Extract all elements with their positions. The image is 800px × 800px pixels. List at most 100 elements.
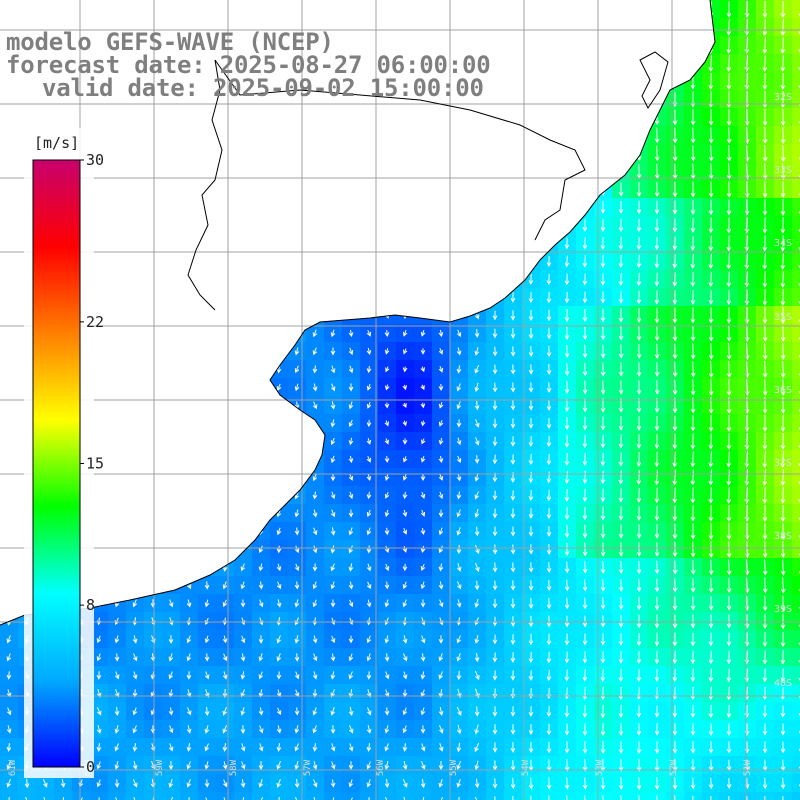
wind-arrow <box>654 560 660 575</box>
wind-arrow <box>636 451 642 468</box>
wind-arrow <box>330 347 336 356</box>
wind-arrow <box>780 504 786 523</box>
wind-arrow <box>312 473 318 482</box>
wind-arrow <box>6 671 12 680</box>
wind-arrow <box>726 163 732 180</box>
wind-arrow <box>708 614 714 629</box>
wind-arrow <box>780 199 786 216</box>
wind-arrow <box>242 797 245 800</box>
wind-arrow <box>690 741 696 754</box>
wind-arrow <box>600 524 606 539</box>
wind-arrow <box>726 650 732 665</box>
wind-arrow <box>204 581 210 590</box>
wind-arrow <box>312 329 318 338</box>
wind-arrow <box>492 508 498 519</box>
wind-arrow <box>582 524 588 539</box>
wind-arrow <box>528 508 534 519</box>
wind-arrow <box>672 596 678 611</box>
wind-arrow <box>762 415 768 433</box>
wind-arrow <box>618 291 624 304</box>
wind-arrow <box>654 181 660 198</box>
wind-arrow <box>762 126 768 145</box>
wind-arrow <box>762 342 768 361</box>
wind-arrow <box>638 795 640 800</box>
wind-arrow <box>384 760 390 770</box>
longitude-label: 61W <box>8 759 18 776</box>
wind-arrow <box>672 109 678 126</box>
wind-arrow <box>762 777 768 790</box>
wind-arrow <box>258 671 264 680</box>
wind-arrow <box>438 527 444 536</box>
wind-arrow <box>528 327 534 340</box>
wind-arrow <box>366 725 372 734</box>
wind-arrow <box>384 635 390 644</box>
wind-arrow <box>726 777 732 790</box>
wind-arrow <box>384 456 390 463</box>
wind-arrow <box>690 181 696 198</box>
wind-arrow <box>548 795 550 800</box>
wind-arrow <box>546 435 552 448</box>
wind-arrow <box>474 670 480 681</box>
wind-arrow <box>96 761 102 770</box>
wind-arrow <box>672 290 678 305</box>
wind-arrow <box>618 236 624 251</box>
wind-arrow <box>475 419 480 428</box>
wind-arrow <box>690 343 696 360</box>
wind-arrow <box>456 383 462 392</box>
wind-arrow <box>618 723 624 737</box>
wind-arrow <box>438 366 444 373</box>
wind-arrow <box>312 743 318 752</box>
wind-arrow <box>762 450 768 469</box>
wind-arrow <box>510 490 516 501</box>
wind-arrow <box>420 384 425 391</box>
latitude-label: 39S <box>774 604 792 615</box>
wind-arrow <box>168 778 174 788</box>
wind-arrow <box>600 597 606 610</box>
wind-arrow <box>582 380 588 395</box>
wind-arrow <box>780 253 786 270</box>
colorbar-tick-label: 15 <box>86 455 104 473</box>
wind-arrow <box>546 400 552 411</box>
wind-arrow <box>402 563 408 572</box>
wind-arrow <box>492 742 498 753</box>
wind-arrow <box>366 365 372 374</box>
wind-arrow <box>582 219 588 232</box>
wind-arrow <box>636 182 642 197</box>
wind-arrow <box>582 506 588 521</box>
heatmap-cell <box>792 414 800 432</box>
wind-arrow <box>690 723 696 736</box>
wind-arrow <box>744 54 750 73</box>
wind-arrow <box>600 470 606 485</box>
wind-arrow <box>528 346 534 357</box>
wind-arrow <box>708 307 714 324</box>
wind-arrow <box>618 434 624 449</box>
heatmap-cell <box>792 234 800 252</box>
wind-arrow <box>258 545 264 554</box>
wind-arrow <box>132 779 138 788</box>
wind-arrow <box>546 382 552 393</box>
heatmap-cell <box>792 504 800 522</box>
wind-arrow <box>582 309 588 323</box>
wind-arrow <box>240 563 246 572</box>
wind-arrow <box>762 72 768 91</box>
wind-arrow <box>708 109 714 126</box>
latitude-label: 34S <box>774 238 792 249</box>
heatmap-cell <box>792 486 800 504</box>
wind-arrow <box>510 652 516 663</box>
wind-arrow <box>403 796 406 800</box>
wind-arrow <box>330 419 336 428</box>
wind-arrow <box>636 777 642 790</box>
wind-arrow <box>708 361 714 378</box>
wind-arrow <box>762 432 768 451</box>
wind-arrow <box>330 329 336 338</box>
wind-arrow <box>708 415 714 432</box>
heatmap-cell <box>450 792 468 800</box>
wind-arrow <box>708 145 714 162</box>
wind-arrow <box>672 415 678 432</box>
wind-arrow <box>222 599 228 608</box>
wind-arrow <box>492 436 498 447</box>
wind-arrow <box>528 400 534 411</box>
wind-arrow <box>762 559 768 576</box>
wind-arrow <box>726 235 732 252</box>
wind-arrow <box>420 671 426 680</box>
